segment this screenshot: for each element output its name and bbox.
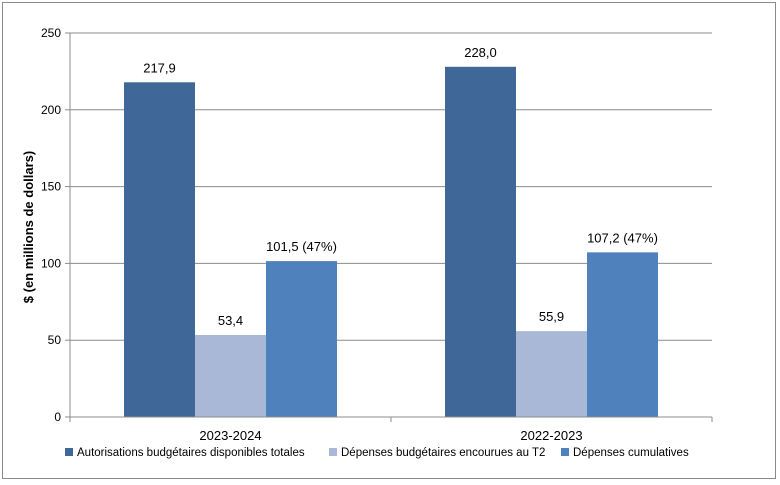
y-axis-label: $ (en millions de dollars) [21, 151, 36, 303]
bars [124, 66, 658, 418]
x-category-label: 2022-2023 [520, 428, 582, 443]
bar-1-2022-2023 [445, 66, 516, 418]
bar-3-2022-2023 [587, 252, 658, 417]
legend-entry-1: Autorisations budgétaires disponibles to… [77, 447, 305, 459]
y-tick-label: 100 [41, 256, 61, 270]
y-tick-label: 50 [48, 333, 62, 347]
data-label: 101,5 (47%) [266, 239, 337, 254]
data-label: 228,0 [464, 45, 497, 60]
y-tick-label: 150 [41, 180, 61, 194]
bar-1-2023-2024 [124, 82, 195, 417]
legend-swatch-2 [329, 448, 337, 456]
y-tick-label: 250 [41, 26, 61, 40]
y-tick-label: 0 [54, 410, 61, 424]
axes [65, 32, 713, 422]
legend: Autorisations budgétaires disponibles to… [65, 447, 689, 459]
y-tick-label: 200 [41, 103, 61, 117]
data-label: 55,9 [539, 309, 564, 324]
data-label: 53,4 [218, 313, 243, 328]
bar-2-2022-2023 [516, 331, 587, 417]
data-label: 217,9 [143, 60, 176, 75]
bar-chart: 0 50 100 150 200 250 217,9 53,4 101,5 (47%) 2023-… [21, 26, 713, 459]
labels: 0 50 100 150 200 250 217,9 53,4 101,5 (47%) 2023-… [41, 26, 658, 443]
x-category-label: 2023-2024 [199, 428, 261, 443]
data-label: 107,2 (47%) [587, 230, 658, 245]
legend-swatch-1 [65, 448, 73, 456]
legend-entry-2: Dépenses budgétaires encourues au T2 [341, 447, 545, 459]
legend-entry-3: Dépenses cumulatives [573, 447, 689, 459]
legend-swatch-3 [561, 448, 569, 456]
bar-2-2023-2024 [195, 334, 266, 417]
bar-3-2023-2024 [266, 261, 337, 417]
chart-frame: 0 50 100 150 200 250 217,9 53,4 101,5 (47%) 2023-… [2, 2, 776, 479]
